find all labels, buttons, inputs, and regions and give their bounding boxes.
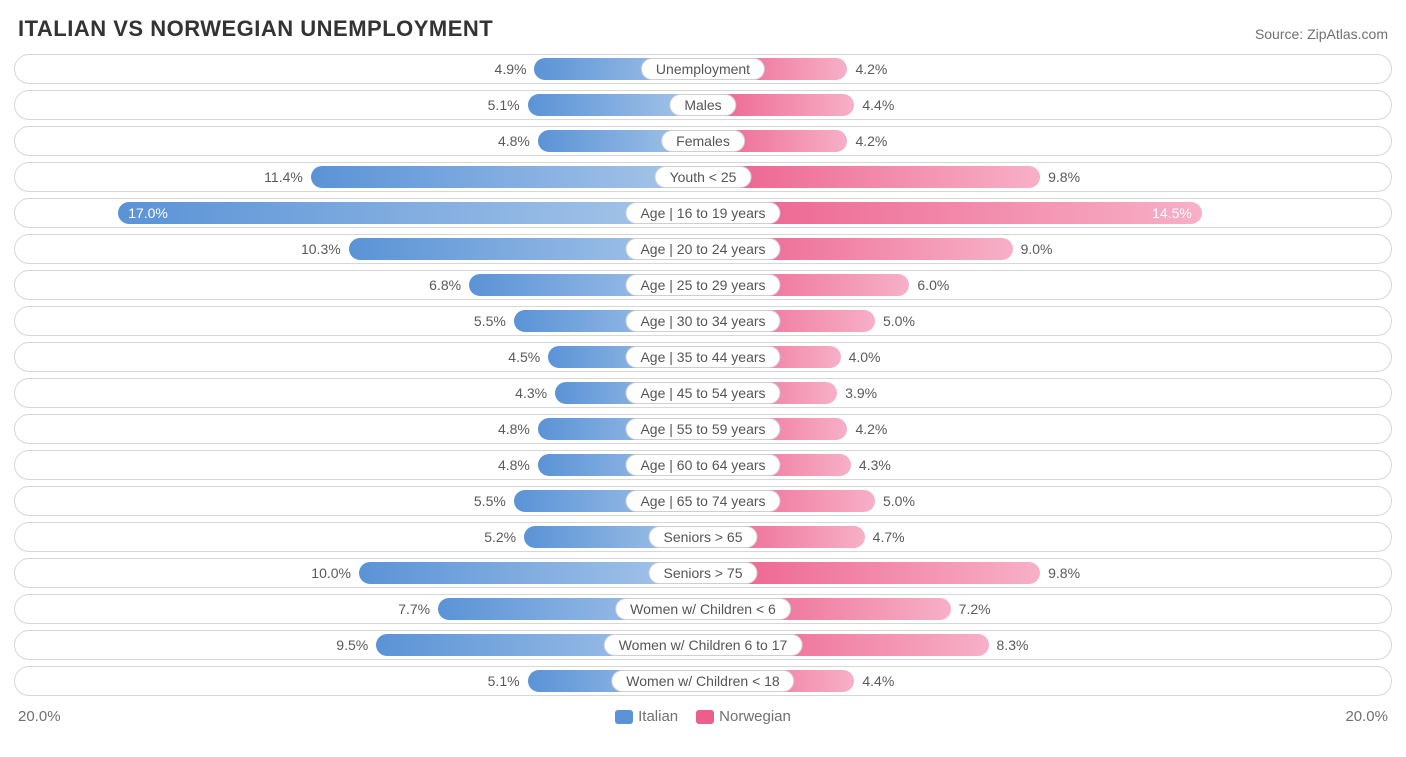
bar-norwegian xyxy=(703,166,1040,188)
bar-row: 5.5% 5.0% Age | 30 to 34 years xyxy=(14,306,1392,336)
bar-row: 9.5% 8.3% Women w/ Children 6 to 17 xyxy=(14,630,1392,660)
value-label-italian: 5.5% xyxy=(474,307,514,335)
bar-row: 5.2% 4.7% Seniors > 65 xyxy=(14,522,1392,552)
value-label-norwegian: 8.3% xyxy=(989,631,1029,659)
category-pill: Youth < 25 xyxy=(655,166,752,188)
value-label-norwegian: 3.9% xyxy=(837,379,877,407)
category-pill: Males xyxy=(669,94,736,116)
category-pill: Seniors > 75 xyxy=(649,562,758,584)
category-pill: Age | 20 to 24 years xyxy=(625,238,780,260)
bar-row: 5.1% 4.4% Women w/ Children < 18 xyxy=(14,666,1392,696)
bar-row: 4.9% 4.2% Unemployment xyxy=(14,54,1392,84)
axis-max-right: 20.0% xyxy=(1345,708,1388,725)
category-pill: Age | 25 to 29 years xyxy=(625,274,780,296)
value-label-italian: 5.2% xyxy=(484,523,524,551)
value-label-italian: 9.5% xyxy=(336,631,376,659)
category-pill: Age | 60 to 64 years xyxy=(625,454,780,476)
legend-item-norwegian: Norwegian xyxy=(696,708,791,725)
bar-italian xyxy=(118,202,703,224)
legend-label-italian: Italian xyxy=(638,708,678,725)
value-label-italian: 5.1% xyxy=(488,667,528,695)
category-pill: Age | 45 to 54 years xyxy=(625,382,780,404)
bar-row: 10.0% 9.8% Seniors > 75 xyxy=(14,558,1392,588)
legend: Italian Norwegian xyxy=(615,708,791,725)
value-label-italian: 11.4% xyxy=(264,163,311,191)
value-label-norwegian: 4.7% xyxy=(865,523,905,551)
header: ITALIAN VS NORWEGIAN UNEMPLOYMENT Source… xyxy=(8,10,1398,54)
value-label-italian: 4.8% xyxy=(498,451,538,479)
value-label-norwegian: 4.3% xyxy=(851,451,891,479)
bar-row: 5.5% 5.0% Age | 65 to 74 years xyxy=(14,486,1392,516)
category-pill: Females xyxy=(661,130,745,152)
value-label-italian: 4.8% xyxy=(498,127,538,155)
source-attribution: Source: ZipAtlas.com xyxy=(1255,26,1388,42)
bar-row: 4.8% 4.2% Age | 55 to 59 years xyxy=(14,414,1392,444)
category-pill: Women w/ Children < 6 xyxy=(615,598,791,620)
legend-item-italian: Italian xyxy=(615,708,678,725)
bar-row: 10.3% 9.0% Age | 20 to 24 years xyxy=(14,234,1392,264)
value-label-norwegian: 4.0% xyxy=(841,343,881,371)
category-pill: Age | 55 to 59 years xyxy=(625,418,780,440)
chart-area: 4.9% 4.2% Unemployment 5.1% 4.4% Males 4.8% 4.2… xyxy=(8,54,1398,696)
bar-row: 5.1% 4.4% Males xyxy=(14,90,1392,120)
legend-swatch-norwegian xyxy=(696,710,714,724)
category-pill: Age | 35 to 44 years xyxy=(625,346,780,368)
value-label-italian: 5.5% xyxy=(474,487,514,515)
value-label-norwegian: 9.8% xyxy=(1040,163,1080,191)
value-label-italian: 4.3% xyxy=(515,379,555,407)
value-label-norwegian: 4.2% xyxy=(847,415,887,443)
value-label-italian: 5.1% xyxy=(488,91,528,119)
bar-row: 4.3% 3.9% Age | 45 to 54 years xyxy=(14,378,1392,408)
value-label-norwegian: 6.0% xyxy=(909,271,949,299)
value-label-norwegian: 14.5% xyxy=(1144,199,1202,227)
value-label-norwegian: 5.0% xyxy=(875,307,915,335)
value-label-italian: 10.3% xyxy=(301,235,349,263)
value-label-italian: 17.0% xyxy=(118,199,176,227)
category-pill: Seniors > 65 xyxy=(649,526,758,548)
value-label-norwegian: 4.2% xyxy=(847,55,887,83)
chart-title: ITALIAN VS NORWEGIAN UNEMPLOYMENT xyxy=(18,16,493,42)
bar-row: 11.4% 9.8% Youth < 25 xyxy=(14,162,1392,192)
value-label-italian: 7.7% xyxy=(398,595,438,623)
value-label-norwegian: 5.0% xyxy=(875,487,915,515)
bar-row: 7.7% 7.2% Women w/ Children < 6 xyxy=(14,594,1392,624)
value-label-italian: 4.8% xyxy=(498,415,538,443)
value-label-norwegian: 7.2% xyxy=(951,595,991,623)
category-pill: Age | 65 to 74 years xyxy=(625,490,780,512)
bar-row: 4.8% 4.3% Age | 60 to 64 years xyxy=(14,450,1392,480)
value-label-italian: 4.5% xyxy=(508,343,548,371)
legend-swatch-italian xyxy=(615,710,633,724)
bar-row: 4.5% 4.0% Age | 35 to 44 years xyxy=(14,342,1392,372)
value-label-norwegian: 4.4% xyxy=(854,91,894,119)
bar-italian xyxy=(311,166,703,188)
category-pill: Age | 30 to 34 years xyxy=(625,310,780,332)
axis-legend-row: 20.0% Italian Norwegian 20.0% xyxy=(8,702,1398,725)
value-label-italian: 6.8% xyxy=(429,271,469,299)
value-label-norwegian: 9.0% xyxy=(1013,235,1053,263)
value-label-norwegian: 4.4% xyxy=(854,667,894,695)
category-pill: Unemployment xyxy=(641,58,765,80)
value-label-norwegian: 9.8% xyxy=(1040,559,1080,587)
legend-label-norwegian: Norwegian xyxy=(719,708,791,725)
value-label-italian: 4.9% xyxy=(495,55,535,83)
bar-row: 4.8% 4.2% Females xyxy=(14,126,1392,156)
axis-max-left: 20.0% xyxy=(18,708,61,725)
bar-row: 6.8% 6.0% Age | 25 to 29 years xyxy=(14,270,1392,300)
value-label-norwegian: 4.2% xyxy=(847,127,887,155)
category-pill: Age | 16 to 19 years xyxy=(625,202,780,224)
category-pill: Women w/ Children < 18 xyxy=(611,670,794,692)
value-label-italian: 10.0% xyxy=(311,559,359,587)
category-pill: Women w/ Children 6 to 17 xyxy=(604,634,803,656)
bar-row: 17.0% 14.5% Age | 16 to 19 years xyxy=(14,198,1392,228)
